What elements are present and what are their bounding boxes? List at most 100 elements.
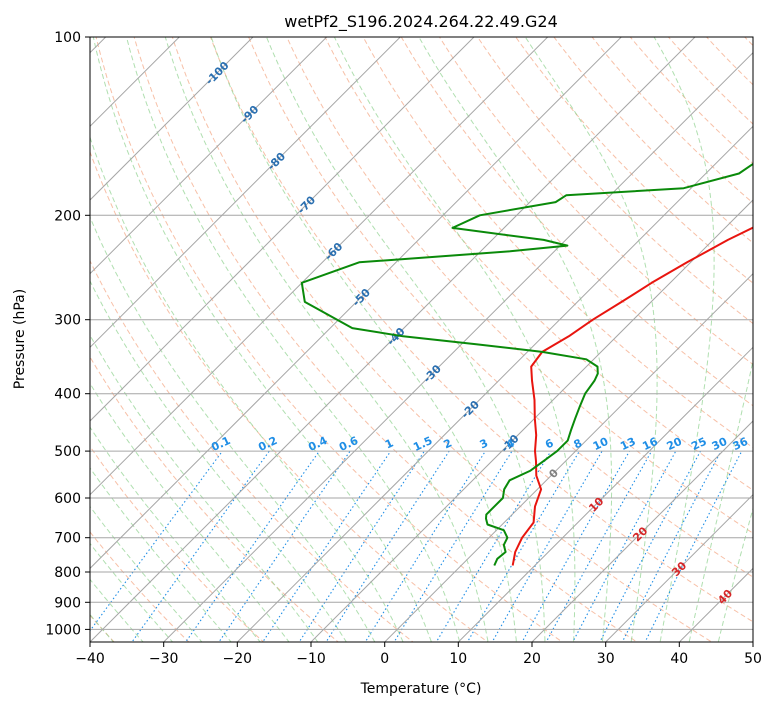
x-tick-label: 0: [380, 651, 389, 667]
mixing-ratio-line: [644, 450, 743, 642]
x-tick-label: 20: [523, 651, 541, 667]
dry-adiabat-line: [209, 37, 753, 623]
chart-title: wetPf2_S196.2024.264.22.49.G24: [284, 12, 558, 32]
moist-adiabat-line: [90, 467, 232, 642]
y-tick-label: 800: [54, 565, 81, 581]
mixing-ratio-label: 16: [640, 435, 660, 453]
moist-adiabat-line: [717, 506, 753, 642]
dry-adiabats: [90, 37, 753, 642]
x-tick-label: −20: [223, 651, 253, 667]
plot-frame: [89, 36, 754, 643]
moist-adiabat-line: [210, 37, 518, 642]
x-tick-label: −40: [75, 651, 105, 667]
y-tick-label: 100: [54, 30, 81, 46]
y-axis-title: Pressure (hPa): [12, 289, 28, 389]
mixing-ratio-line: [435, 450, 552, 642]
moist-adiabat-line: [90, 279, 347, 642]
dry-adiabat-line: [90, 259, 414, 642]
x-axis-ticks: −40 −30 −20 −10 0 10 20 30 40 50: [75, 642, 762, 667]
mixing-ratio-line: [325, 450, 450, 642]
isotherm-line: [531, 420, 753, 642]
mixing-ratio-label: 25: [689, 435, 708, 453]
dry-adiabat-line: [133, 37, 638, 642]
y-tick-label: 500: [54, 444, 81, 460]
dry-adiabat-line: [362, 37, 753, 449]
isotherms: [90, 37, 753, 642]
isotherm-line: [90, 37, 254, 201]
mixing-ratio-label: 10: [591, 435, 611, 453]
isotherm-line: [90, 37, 549, 496]
mixing-ratio-line: [218, 450, 351, 642]
moist-adiabat-line: [688, 358, 753, 642]
mixing-ratio-label: 30: [710, 435, 730, 453]
mixing-ratio-line: [298, 450, 425, 642]
plot-area: [90, 37, 753, 642]
moist-adiabat-line: [653, 37, 715, 642]
mixing-ratio-line: [466, 450, 580, 642]
moist-adiabat-line: [524, 37, 658, 642]
moist-adiabat-line: [90, 135, 404, 642]
mixing-ratio-label: 13: [618, 435, 637, 453]
moist-adiabat-line: [126, 37, 461, 642]
isotherm-line: [236, 125, 753, 642]
dry-adiabat-line: [90, 150, 489, 642]
mixing-ratio-line: [131, 450, 270, 642]
y-axis-ticks: 100 200 300 400 500 600 700 800 900 1000: [45, 30, 90, 638]
isotherm-line: [90, 37, 623, 570]
isotherm-line: [310, 199, 753, 642]
moist-adiabat-line: [333, 37, 576, 642]
moist-adiabat-line: [90, 334, 319, 642]
y-tick-label: 1000: [45, 622, 81, 638]
isotherm-line: [90, 37, 328, 275]
dewpoint-profile-line: [300, 162, 753, 566]
x-tick-label: 50: [744, 651, 762, 667]
moist-adiabats: [90, 37, 753, 642]
mixing-ratio-lines: [90, 450, 743, 642]
dry-adiabat-line: [515, 37, 753, 284]
mixing-ratio-line: [185, 450, 320, 642]
dry-adiabat-line: [324, 37, 753, 491]
plot-content: -100-90-80-70-60-50-40-30-20-10010203040…: [90, 37, 753, 642]
isotherm-line: [90, 37, 475, 422]
isotherm-line: [90, 37, 402, 349]
dry-adiabat-line: [476, 37, 753, 325]
dry-adiabat-line: [591, 37, 753, 204]
mixing-ratio-line: [491, 450, 603, 642]
profile-series: [300, 162, 753, 566]
mixing-ratio-line: [545, 450, 653, 642]
isotherm-line: [383, 272, 753, 642]
moist-adiabat-line: [418, 37, 613, 642]
isotherm-line: [90, 37, 696, 642]
x-tick-label: 10: [449, 651, 467, 667]
y-tick-label: 600: [54, 491, 81, 507]
isobars: [90, 37, 753, 630]
y-tick-label: 200: [54, 208, 81, 224]
dry-adiabat-line: [95, 37, 564, 642]
moist-adiabat-line: [90, 382, 290, 642]
mixing-ratio-line: [262, 450, 392, 642]
dry-adiabat-line: [248, 37, 753, 578]
mixing-ratio-label: 20: [665, 435, 685, 453]
dry-adiabat-line: [286, 37, 753, 534]
isotherm-line: [457, 346, 753, 642]
dry-adiabat-line: [400, 37, 753, 407]
x-tick-label: −10: [296, 651, 326, 667]
x-tick-label: 30: [597, 651, 615, 667]
dry-adiabat-line: [553, 37, 753, 244]
moist-adiabat-line: [164, 37, 489, 642]
y-tick-label: 300: [54, 313, 81, 329]
y-tick-label: 900: [54, 595, 81, 611]
moist-adiabat-line: [90, 215, 376, 642]
isotherm-line: [604, 493, 753, 642]
y-tick-label: 700: [54, 531, 81, 547]
y-tick-label: 400: [54, 387, 81, 403]
dry-adiabat-line: [171, 37, 713, 642]
x-axis-title: Temperature (°C): [360, 681, 482, 697]
isotherm-line: [162, 51, 753, 642]
x-tick-label: 40: [670, 651, 688, 667]
moist-adiabat-line: [266, 37, 546, 642]
moist-adiabat-line: [90, 426, 261, 642]
dry-adiabat-line: [438, 37, 753, 366]
x-tick-label: −30: [149, 651, 179, 667]
